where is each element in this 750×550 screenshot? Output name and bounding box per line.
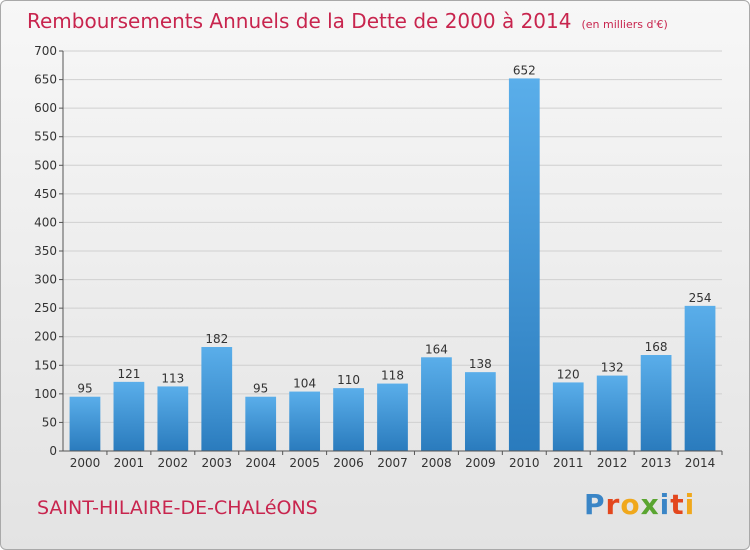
y-tick-label: 250	[34, 301, 57, 315]
x-tick-label-2013: 2013	[641, 456, 672, 470]
logo-letter: r	[605, 488, 621, 521]
chart-title: Remboursements Annuels de la Dette de 20…	[27, 9, 668, 33]
bar-2011	[552, 382, 584, 451]
logo-letter: i	[659, 488, 671, 521]
x-tick-label-2000: 2000	[70, 456, 101, 470]
bar-2007	[377, 383, 408, 451]
bar-2001	[113, 381, 145, 451]
labels: 0 50 100 150 200 250 300 350 400 450 500 550 600 650 7…	[34, 44, 715, 470]
x-tick-label-2002: 2002	[158, 456, 189, 470]
y-tick-label: 600	[34, 101, 57, 115]
y-tick-label: 150	[34, 358, 57, 372]
logo-letter: i	[684, 488, 696, 521]
bar-2012	[596, 375, 628, 451]
x-tick-label-2008: 2008	[421, 456, 452, 470]
value-label-2011: 120	[557, 367, 580, 381]
value-label-2008: 164	[425, 342, 448, 356]
value-label-2003: 182	[205, 332, 228, 346]
x-tick-label-2014: 2014	[685, 456, 716, 470]
value-label-2009: 138	[469, 357, 492, 371]
x-tick-label-2011: 2011	[553, 456, 584, 470]
value-label-2006: 110	[337, 373, 360, 387]
y-tick-label: 500	[34, 158, 57, 172]
bar-2006	[333, 388, 364, 451]
bar-2010	[508, 78, 540, 451]
value-label-2012: 132	[601, 361, 624, 375]
bar-2009	[464, 372, 496, 451]
value-label-2005: 104	[293, 377, 316, 391]
x-tick-label-2003: 2003	[201, 456, 232, 470]
x-tick-label-2005: 2005	[289, 456, 320, 470]
unit-label: (en milliers d'€)	[581, 18, 668, 31]
y-tick-label: 50	[42, 415, 57, 429]
proxiti-logo: Proxiti	[584, 488, 695, 521]
y-tick-label: 700	[34, 44, 57, 58]
x-tick-label-2007: 2007	[377, 456, 408, 470]
y-tick-label: 650	[34, 73, 57, 87]
axes	[59, 50, 723, 455]
bar-2002	[157, 386, 189, 451]
x-tick-label-2009: 2009	[465, 456, 496, 470]
y-tick-label: 200	[34, 330, 57, 344]
bar-2000	[69, 396, 101, 451]
bar-2004	[245, 396, 277, 451]
value-label-2010: 652	[513, 63, 536, 77]
y-tick-label: 350	[34, 244, 57, 258]
y-tick-label: 100	[34, 387, 57, 401]
bar-2013	[640, 355, 672, 451]
value-label-2001: 121	[117, 367, 140, 381]
bar-2008	[421, 357, 452, 451]
title-text: Remboursements Annuels de la Dette de 20…	[27, 9, 572, 33]
logo-letter: o	[620, 488, 641, 521]
value-label-2013: 168	[645, 340, 668, 354]
y-tick-label: 0	[49, 444, 57, 458]
value-label-2007: 118	[381, 369, 404, 383]
logo-letter: P	[584, 488, 606, 521]
value-label-2000: 95	[77, 382, 92, 396]
bar-2014	[684, 305, 716, 451]
logo-letter: t	[670, 488, 685, 521]
x-tick-label-2012: 2012	[597, 456, 628, 470]
x-tick-label-2004: 2004	[245, 456, 276, 470]
logo-letter: x	[640, 488, 660, 521]
value-label-2002: 113	[161, 371, 184, 385]
y-tick-label: 400	[34, 215, 57, 229]
bar-2005	[289, 391, 321, 451]
y-tick-label: 300	[34, 273, 57, 287]
value-label-2014: 254	[689, 291, 712, 305]
bars	[69, 78, 716, 451]
x-tick-label-2001: 2001	[114, 456, 145, 470]
y-tick-label: 550	[34, 130, 57, 144]
x-tick-label-2010: 2010	[509, 456, 540, 470]
bar-2003	[201, 347, 233, 451]
y-tick-label: 450	[34, 187, 57, 201]
value-label-2004: 95	[253, 382, 268, 396]
commune-name: SAINT-HILAIRE-DE-CHALéONS	[37, 497, 318, 519]
x-tick-label-2006: 2006	[333, 456, 364, 470]
